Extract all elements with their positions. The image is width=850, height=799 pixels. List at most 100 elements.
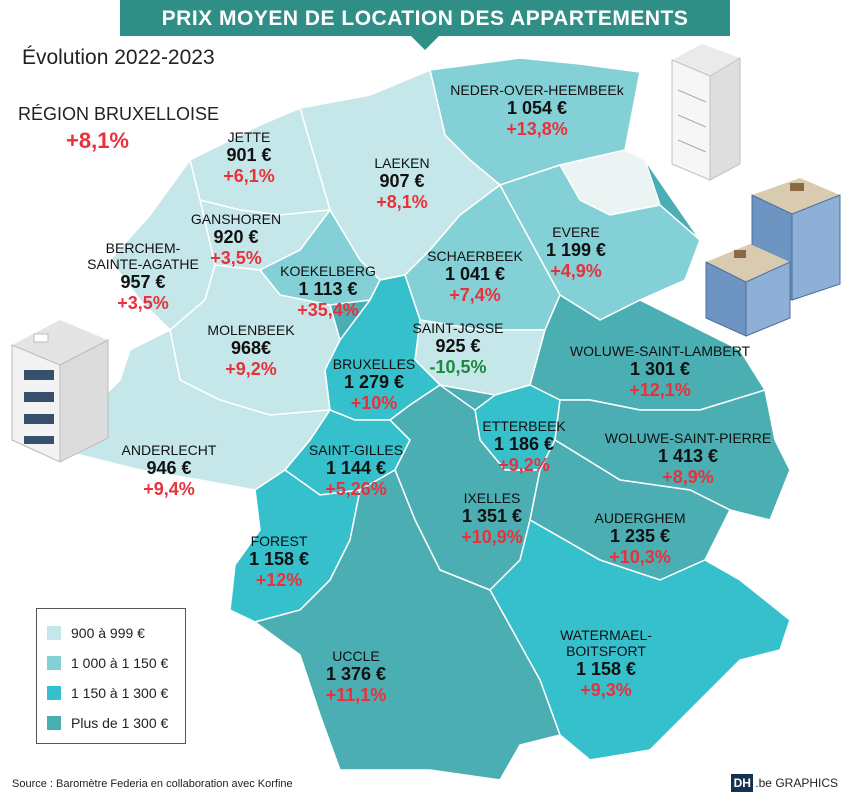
commune-price: 1 351 € [461,506,523,527]
commune-change: +35,4% [297,299,359,320]
commune-name: JETTE [227,129,271,145]
commune-price: 920 € [213,227,259,248]
commune-change: +9,3% [580,679,632,700]
map-subtitle: Évolution 2022-2023 [22,46,215,69]
commune-label-watermael: WATERMAEL- BOITSFORT 1 158 € +9,3% [560,627,652,701]
commune-change: +8,1% [376,191,428,212]
legend-label: 1 150 à 1 300 € [71,685,169,701]
commune-name: WOLUWE-SAINT-PIERRE [604,430,772,446]
commune-name: AUDERGHEM [594,510,686,526]
commune-price: 1 376 € [325,664,387,685]
legend-item: Plus de 1 300 € [47,713,168,733]
commune-change: +12,1% [629,379,691,400]
legend-item: 1 150 à 1 300 € [47,683,168,703]
building-illustration-right [705,178,841,337]
commune-label-uccle: UCCLE 1 376 € +11,1% [326,648,387,705]
legend: 900 à 999 € 1 000 à 1 150 € 1 150 à 1 30… [36,608,186,744]
commune-price: 901 € [226,145,272,166]
legend-swatch [47,626,61,640]
commune-name: MOLENBEEK [207,322,295,338]
commune-label-koekelberg: KOEKELBERG 1 113 € +35,4% [280,263,376,320]
commune-name: UCCLE [332,648,380,664]
commune-change: -10,5% [429,356,487,377]
region-evere [498,164,701,321]
legend-label: 1 000 à 1 150 € [71,655,169,671]
commune-change: +11,1% [325,684,387,705]
commune-label-schaerbeek: SCHAERBEEK 1 041 € +7,4% [427,248,523,305]
commune-name: WOLUWE-SAINT-LAMBERT [569,343,751,359]
commune-name: ANDERLECHT [121,442,217,458]
commune-name: SAINT-JOSSE [412,320,504,336]
commune-label-saintjosse: SAINT-JOSSE 925 € -10,5% [412,320,503,377]
commune-name: KOEKELBERG [280,263,376,279]
commune-name: SAINT-GILLES [308,442,404,458]
dh-logo: DH [731,774,754,792]
commune-label-laeken: LAEKEN 907 € +8,1% [374,155,429,212]
commune-price: 1 158 € [575,659,637,680]
commune-price: 907 € [379,171,425,192]
legend-swatch [47,716,61,730]
credit: DH .be GRAPHICS [731,774,838,792]
region-uccle [253,468,561,781]
legend-item: 900 à 999 € [47,623,145,643]
commune-change: +4,9% [550,260,602,281]
commune-label-ixelles: IXELLES 1 351 € +10,9% [461,490,523,547]
commune-label-saintgilles: SAINT-GILLES 1 144 € +5,26% [309,442,403,499]
commune-label-bruxelles: BRUXELLES 1 279 € +10% [333,356,415,413]
commune-change: +9,4% [143,478,195,499]
commune-label-jette: JETTE 901 € +6,1% [223,129,275,186]
commune-label-neder: NEDER-OVER-HEEMBEEk 1 054 € +13,8% [450,82,623,139]
commune-change: +7,4% [449,284,501,305]
commune-change: +13,8% [506,118,568,139]
commune-price: 1 186 € [493,434,555,455]
commune-price: 1 279 € [343,372,405,393]
commune-change: +10,3% [609,546,671,567]
map-title: PRIX MOYEN DE LOCATION DES APPARTEMENTS [161,7,689,30]
commune-label-ganshoren: GANSHOREN 920 € +3,5% [191,211,281,268]
region-name: RÉGION BRUXELLOISE [18,104,220,124]
source-note: Source : Baromètre Federia en collaborat… [12,778,293,790]
commune-price: 1 199 € [545,240,607,261]
commune-change: +10% [350,392,398,413]
commune-price: 1 144 € [325,458,387,479]
commune-name: LAEKEN [374,155,430,171]
commune-name: GANSHOREN [190,211,282,227]
commune-label-anderlecht: ANDERLECHT 946 € +9,4% [122,442,217,499]
commune-label-auderghem: AUDERGHEM 1 235 € +10,3% [594,510,685,567]
commune-price: 1 158 € [248,549,310,570]
commune-price: 968€ [230,338,272,359]
commune-change: +12% [255,569,303,590]
commune-price: 1 113 € [298,279,358,300]
commune-price: 925 € [435,336,481,357]
commune-label-etterbeek: ETTERBEEK 1 186 € +9,2% [482,418,565,475]
commune-price: 1 041 € [444,264,506,285]
commune-change: +6,1% [223,165,275,186]
commune-price: 1 301 € [629,359,691,380]
commune-name: SCHAERBEEK [427,248,523,264]
commune-name: EVERE [552,224,600,240]
building-illustration-top [671,44,741,181]
commune-label-evere: EVERE 1 199 € +4,9% [546,224,606,281]
title-banner: PRIX MOYEN DE LOCATION DES APPARTEMENTS [120,0,730,50]
commune-name: ETTERBEEK [482,418,566,434]
commune-change: +9,2% [225,358,277,379]
building-illustration-left [11,320,109,463]
commune-label-wsl: WOLUWE-SAINT-LAMBERT 1 301 € +12,1% [570,343,750,400]
commune-name: WATERMAEL- [560,627,652,643]
commune-change: +3,5% [210,247,262,268]
commune-price: 946 € [146,458,192,479]
commune-change: +10,9% [461,526,523,547]
commune-label-wsp: WOLUWE-SAINT-PIERRE 1 413 € +8,9% [605,430,771,487]
commune-name: NEDER-OVER-HEEMBEEk [450,82,624,98]
commune-change: +8,9% [662,466,714,487]
commune-change: +5,26% [325,478,387,499]
region-change: +8,1% [66,128,129,153]
legend-item: 1 000 à 1 150 € [47,653,168,673]
legend-label: Plus de 1 300 € [71,715,169,731]
legend-swatch [47,656,61,670]
commune-name: FOREST [250,533,308,549]
region-anderlecht [58,328,332,491]
commune-name: BOITSFORT [566,643,646,660]
commune-name: IXELLES [463,490,521,506]
